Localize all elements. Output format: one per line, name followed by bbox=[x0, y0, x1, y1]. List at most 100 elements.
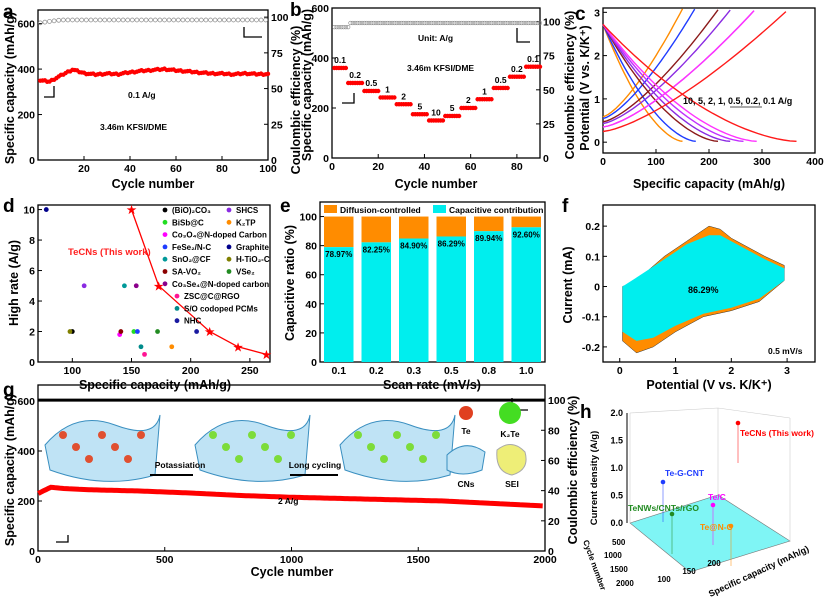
a-ce-point bbox=[240, 17, 246, 23]
d-legend-marker bbox=[226, 219, 232, 225]
b-ce-point bbox=[510, 20, 515, 26]
e-data-label: 89.94% bbox=[475, 234, 502, 243]
a-ce-point bbox=[102, 17, 108, 23]
b-ce-point bbox=[422, 20, 427, 26]
b-y2tick-label: 75 bbox=[543, 51, 555, 63]
c-discharge-curve-10 bbox=[602, 24, 683, 142]
a-y2tick-label: 100 bbox=[271, 12, 289, 24]
d-point bbox=[138, 344, 144, 350]
a-ce-point bbox=[134, 17, 140, 23]
a-ce-point bbox=[129, 17, 135, 23]
b-ce-point bbox=[517, 20, 522, 26]
e-bar-capacitive bbox=[511, 227, 541, 362]
b-xtick-label: 80 bbox=[511, 161, 523, 173]
d-legend-label: VSe₂ bbox=[236, 268, 255, 277]
c-xtick-label: 200 bbox=[700, 156, 718, 168]
b-ce-point bbox=[343, 24, 348, 30]
g-inset-cns-label: CNs bbox=[457, 479, 474, 489]
a-ce-point bbox=[263, 17, 269, 23]
h-ztick-label: 0.5 bbox=[610, 491, 623, 501]
f-scanrate-label: 0.5 mV/s bbox=[768, 346, 803, 356]
b-ce-point bbox=[380, 20, 385, 26]
a-ce-point bbox=[185, 17, 190, 23]
b-ce-point bbox=[533, 20, 538, 26]
b-capacity-point bbox=[505, 85, 510, 91]
d-this-work-star: ★ bbox=[205, 327, 215, 339]
b-ce-point bbox=[417, 20, 422, 26]
b-ce-point bbox=[378, 20, 383, 26]
d-legend-marker bbox=[162, 269, 168, 274]
h-point-label: Te/C bbox=[708, 492, 726, 502]
a-ce-point bbox=[235, 17, 241, 23]
g-xlabel: Cycle number bbox=[251, 565, 334, 579]
a-ce-point bbox=[70, 17, 75, 23]
a-xtick-label: 40 bbox=[124, 163, 136, 175]
b-rate-label: 2 bbox=[401, 91, 406, 101]
g-inset-k2te-ball bbox=[499, 402, 521, 424]
c-xtick-label: 400 bbox=[806, 156, 824, 168]
d-legend-marker bbox=[226, 256, 232, 262]
b-ce-point bbox=[528, 20, 533, 26]
b-y2label: Coulombic efficiency (%) bbox=[563, 11, 577, 160]
c-discharge-curve-5 bbox=[602, 24, 696, 142]
c-charge-curve-1 bbox=[602, 9, 731, 125]
b-ce-point bbox=[480, 20, 485, 26]
h-point-label: TeCNs (This work) bbox=[740, 428, 814, 438]
e-bar-capacitive bbox=[324, 247, 354, 362]
g-inset-carbon-network bbox=[194, 414, 311, 482]
a-ce-point bbox=[65, 17, 71, 23]
g-inset-particle bbox=[72, 443, 80, 451]
a-ce-point bbox=[212, 17, 218, 23]
b-ce-point bbox=[394, 20, 399, 26]
e-data-label: 78.97% bbox=[325, 250, 352, 259]
e-xtick-label: 0.2 bbox=[369, 365, 384, 377]
a-ce-point bbox=[60, 17, 66, 23]
d-this-work-star: ★ bbox=[127, 205, 137, 217]
a-ce-point bbox=[56, 17, 62, 23]
a-ce-point bbox=[254, 17, 259, 23]
b-ce-point bbox=[484, 20, 489, 26]
b-ce-point bbox=[408, 20, 413, 26]
b-rate-label: 0.5 bbox=[495, 75, 507, 85]
d-xtick-label: 100 bbox=[64, 365, 82, 377]
b-ce-point bbox=[426, 20, 432, 26]
b-ytick-label: 0 bbox=[323, 153, 329, 165]
g-xtick-label: 1000 bbox=[280, 554, 304, 566]
b-rate-label: 1 bbox=[385, 85, 390, 95]
d-ytick-label: 0 bbox=[29, 357, 35, 369]
panel-f-letter: f bbox=[562, 196, 569, 217]
b-rate-label: 2 bbox=[466, 95, 471, 105]
c-discharge-curve-0.2 bbox=[602, 23, 757, 142]
a-ce-point bbox=[152, 17, 158, 23]
g-xtick-label: 2000 bbox=[533, 554, 557, 566]
b-electrolyte-label: 3.46m KFSI/DME bbox=[407, 63, 474, 73]
b-ce-point bbox=[537, 20, 543, 26]
a-xtick-label: 20 bbox=[78, 163, 90, 175]
g-inset-cns bbox=[446, 445, 486, 475]
b-ce-point bbox=[410, 20, 415, 26]
f-xtick-label: 1 bbox=[673, 365, 679, 377]
g-inset-particle bbox=[393, 431, 401, 439]
a-y2tick-label: 50 bbox=[271, 84, 283, 96]
b-ce-point bbox=[431, 20, 436, 26]
h-zlabel: Current density (A/g) bbox=[589, 431, 600, 525]
d-legend-marker bbox=[162, 219, 168, 225]
d-legend-label: Graphite bbox=[236, 243, 269, 252]
d-xtick-label: 250 bbox=[241, 365, 259, 377]
b-ce-point bbox=[519, 20, 524, 26]
a-ce-point bbox=[244, 17, 250, 23]
b-ce-point bbox=[514, 20, 519, 26]
a-ce-point bbox=[74, 17, 80, 23]
d-legend-label: NHC bbox=[184, 317, 202, 326]
b-ce-point bbox=[475, 20, 480, 26]
f-frame bbox=[602, 204, 816, 363]
g-ytick-label: 400 bbox=[17, 446, 35, 458]
g-rate-label: 2 A/g bbox=[278, 496, 298, 506]
g-y2tick-label: 100 bbox=[548, 395, 566, 407]
a-right-arrow bbox=[243, 27, 262, 38]
a-ce-point bbox=[171, 17, 177, 23]
d-legend-marker bbox=[162, 244, 168, 250]
a-ylabel: Specific capacity (mAh/g) bbox=[3, 12, 17, 164]
g-inset-k2te-label: K₂Te bbox=[500, 429, 519, 439]
e-ytick-label: 0 bbox=[311, 357, 317, 369]
